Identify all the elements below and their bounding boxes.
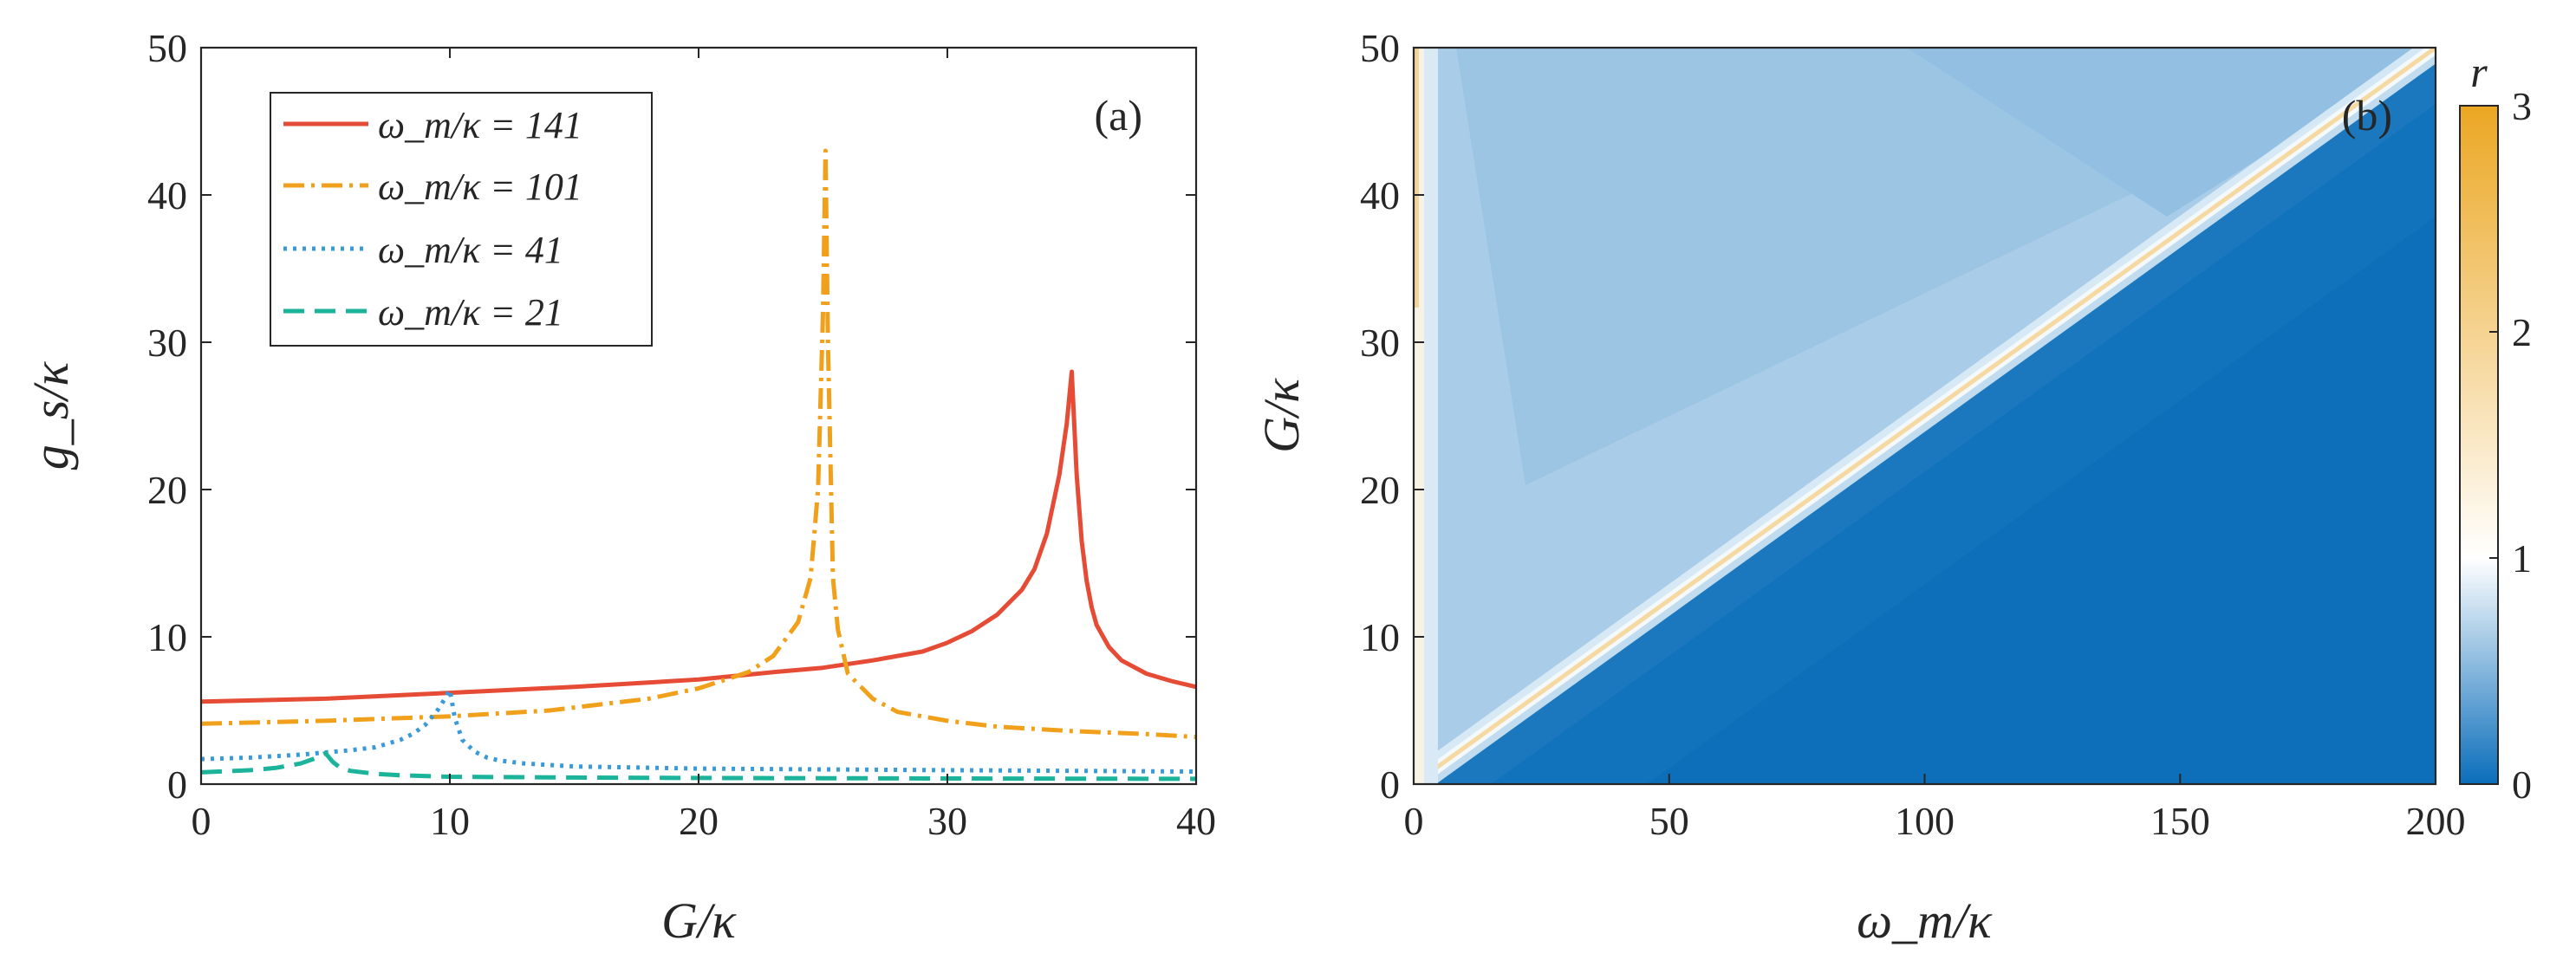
colorbar: r 0 1 2 3 — [2459, 48, 2532, 807]
panel-b-ylabel: G/κ — [1253, 378, 1310, 453]
panel-a-xlabel: G/κ — [661, 892, 737, 949]
heatmap-image — [1414, 48, 2436, 784]
colorbar-ticks: 0 1 2 3 — [2489, 84, 2532, 807]
panel-b-xtick-label: 100 — [1895, 799, 1955, 843]
panel-b-ytick-label: 30 — [1360, 321, 1400, 365]
panel-b-ytick-label: 50 — [1360, 26, 1400, 70]
colorbar-tick-label: 3 — [2512, 84, 2532, 128]
legend-label-101: ω_m/κ = 101 — [378, 165, 582, 208]
panel-a-series-group — [201, 148, 1196, 782]
panel-a-ytick-label: 10 — [147, 615, 187, 659]
panel-b-xtick-label: 50 — [1649, 799, 1689, 843]
series-line-1 — [201, 148, 1196, 740]
panel-a-ytick-label: 0 — [167, 762, 187, 807]
panel-b-xtick-label: 150 — [2150, 799, 2210, 843]
legend-box — [270, 92, 653, 347]
colorbar-tick-label: 0 — [2512, 762, 2532, 807]
colorbar-tick-label: 2 — [2512, 310, 2532, 354]
panel-b-label: (b) — [2342, 91, 2392, 139]
heatmap-left-edge-top — [1414, 48, 1419, 308]
panel-b-ytick-label: 40 — [1360, 173, 1400, 217]
panel-b-xlabel: ω_m/κ — [1857, 892, 1993, 949]
panel-a-ticks: 0 10 20 30 40 0 10 20 30 40 50 — [147, 26, 1216, 843]
colorbar-label: r — [2470, 48, 2488, 96]
panel-a-xtick-label: 10 — [430, 799, 470, 843]
panel-a-label: (a) — [1095, 91, 1143, 139]
panel-b-xtick-label: 200 — [2406, 799, 2466, 843]
heatmap-ridge-line — [1414, 48, 2436, 784]
panel-a-line-chart: 0 10 20 30 40 0 10 20 30 40 50 (a) ω_m/κ = 141 ω_m… — [23, 26, 1216, 949]
legend-label-41: ω_m/κ = 41 — [378, 229, 563, 271]
heatmap-lower-region-deepest — [1647, 217, 2436, 784]
panel-b-ytick-label: 0 — [1380, 762, 1400, 807]
panel-a-legend: ω_m/κ = 141 ω_m/κ = 101 ω_m/κ = 41 ω_m/κ… — [270, 92, 653, 347]
heatmap-upper-region-right — [1907, 48, 2436, 217]
panel-a-xtick-label: 20 — [679, 799, 719, 843]
panel-a-xtick-label: 0 — [192, 799, 211, 843]
legend-label-141: ω_m/κ = 141 — [378, 104, 582, 146]
panel-a-xtick-label: 30 — [927, 799, 967, 843]
panel-a-ylabel: g_s/κ — [23, 361, 79, 470]
panel-a-ytick-label: 30 — [147, 321, 187, 365]
panel-b-ytick-label: 10 — [1360, 615, 1400, 659]
colorbar-bar — [2459, 105, 2499, 785]
panel-a-ytick-label: 50 — [147, 26, 187, 70]
colorbar-tick-label: 1 — [2512, 536, 2532, 581]
panel-b-ticks: 0 50 100 150 200 0 10 20 30 40 50 — [1360, 26, 2466, 843]
series-line-3 — [201, 750, 1196, 782]
legend-label-21: ω_m/κ = 21 — [378, 291, 563, 334]
panel-a-ytick-label: 20 — [147, 468, 187, 512]
panel-a-ytick-label: 40 — [147, 173, 187, 217]
panel-a-xtick-label: 40 — [1176, 799, 1216, 843]
series-line-0 — [201, 369, 1196, 704]
panel-b-ytick-label: 20 — [1360, 468, 1400, 512]
panel-b-xtick-label: 0 — [1404, 799, 1424, 843]
